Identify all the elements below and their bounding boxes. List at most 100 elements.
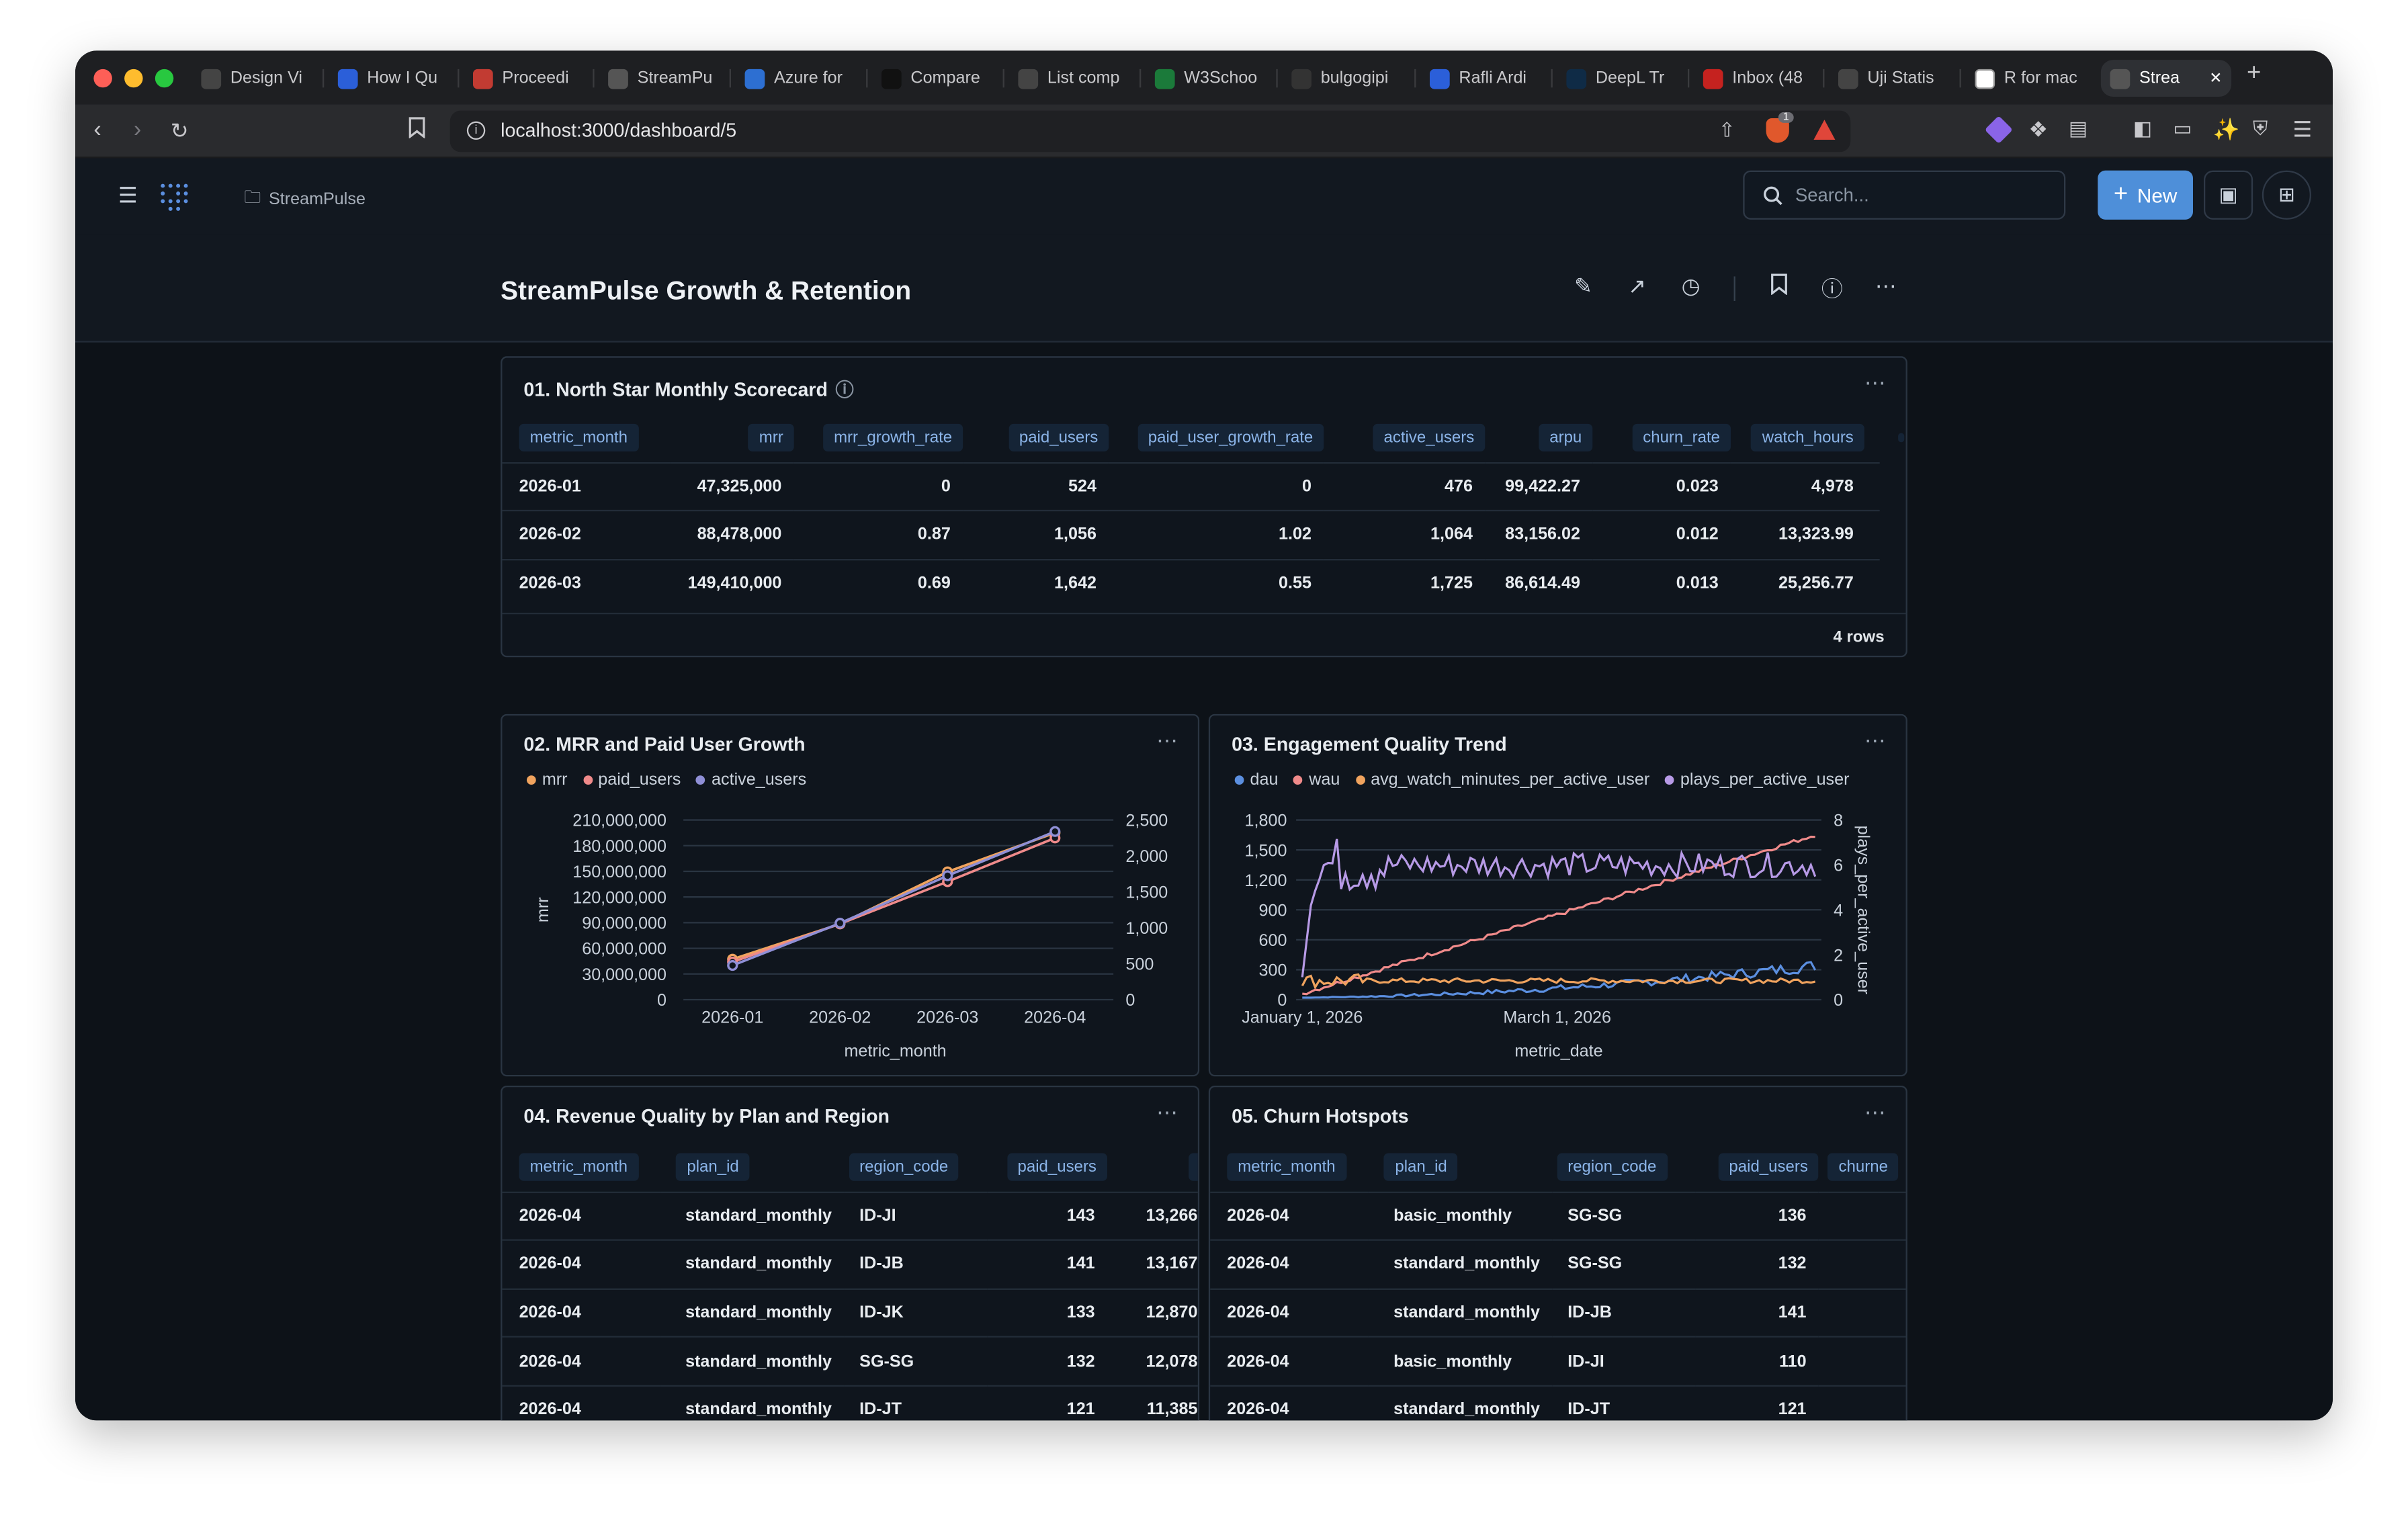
column-header[interactable]: region_code [1557, 1152, 1668, 1181]
browser-tab[interactable]: DeepL Tr [1557, 60, 1683, 97]
table-row[interactable]: 2026-04 standard_monthly SG-SG 132 [1210, 1239, 1906, 1289]
column-header[interactable]: plan_id [1384, 1152, 1458, 1181]
browser-tab[interactable]: How I Qu [329, 60, 454, 97]
brave-rewards-icon[interactable] [1813, 120, 1836, 140]
browser-tab[interactable]: R for mac [1966, 60, 2092, 97]
card-title[interactable]: 01. North Star Monthly Scorecard [523, 378, 828, 400]
sparkle-icon[interactable]: ✨ [2212, 116, 2240, 142]
share-dashboard-icon[interactable]: ↗ [1628, 273, 1646, 298]
card-more-icon[interactable]: ⋯ [1864, 1099, 1888, 1125]
column-header[interactable]: mrr_growth_rate [823, 423, 963, 451]
browser-tab[interactable]: StreamPu [599, 60, 724, 97]
browser-tab[interactable]: W3Schoo [1146, 60, 1271, 97]
browser-tab[interactable]: Inbox (48 [1694, 60, 1819, 97]
info-icon[interactable]: ⓘ [835, 379, 854, 401]
column-header[interactable]: paid_users [1718, 1152, 1819, 1181]
table-row[interactable]: 2026-03 149,410,000 0.69 1,642 0.55 1,725 86,6… [502, 558, 1905, 608]
table-row[interactable]: 2026-04 basic_monthly ID-JI 110 [1210, 1336, 1906, 1386]
browser-tab[interactable]: Design Vi [192, 60, 318, 97]
metabot-icon[interactable]: ▣ [2203, 170, 2253, 220]
bookmark-icon[interactable] [1764, 273, 1792, 300]
info-icon[interactable]: ⓘ [1821, 276, 1843, 301]
browser-tab[interactable]: Uji Statis [1829, 60, 1954, 97]
browser-tab[interactable]: bulgogipi [1283, 60, 1408, 97]
app-logo-icon[interactable] [158, 179, 195, 216]
minimize-window-button[interactable] [124, 69, 143, 88]
wallet-icon[interactable]: ▭ [2173, 116, 2192, 140]
legend-item[interactable]: wau [1293, 771, 1340, 789]
search-input[interactable]: Search... [1743, 170, 2066, 220]
column-header[interactable]: watch_hours [1751, 423, 1864, 451]
breadcrumb-collection[interactable]: 🗀 StreamPulse [244, 184, 366, 213]
legend-item[interactable]: active_users [696, 771, 806, 789]
history-icon[interactable]: ◷ [1681, 273, 1701, 298]
share-icon[interactable]: ⇧ [1718, 118, 1735, 142]
browser-tab[interactable]: Strea ✕ [2100, 60, 2232, 97]
column-header[interactable]: plan_id [676, 1152, 750, 1181]
table-row[interactable]: 2026-02 88,478,000 0.87 1,056 1.02 1,064 83,15… [502, 510, 1905, 560]
column-header[interactable]: metric_month [519, 1152, 638, 1181]
reader-mode-icon[interactable]: ▤ [2068, 116, 2088, 140]
column-header[interactable]: arpu [1539, 423, 1593, 451]
column-header[interactable]: metric_month [519, 423, 638, 451]
sidebar-icon[interactable]: ◧ [2133, 116, 2152, 140]
card-title[interactable]: 05. Churn Hotspots [1232, 1105, 1409, 1127]
legend-item[interactable]: mrr [526, 771, 568, 789]
apps-grid-icon[interactable]: ⊞ [2262, 170, 2311, 220]
legend-item[interactable]: avg_watch_minutes_per_active_user [1355, 771, 1649, 789]
browser-tab[interactable]: Proceedi [464, 60, 589, 97]
column-header[interactable]: m [1189, 1152, 1198, 1181]
table-row[interactable]: 2026-01 47,325,000 0 524 0 476 99,422.27 0.023 4… [502, 461, 1905, 511]
extensions-icon[interactable]: ❖ [2028, 116, 2049, 142]
back-icon[interactable]: ‹ [93, 116, 101, 143]
bookmark-page-icon[interactable] [408, 117, 425, 143]
card-more-icon[interactable]: ⋯ [1864, 370, 1888, 395]
column-header[interactable]: region_code [849, 1152, 959, 1181]
site-info-icon[interactable]: i [466, 121, 486, 140]
browser-tab[interactable]: Rafli Ardi [1420, 60, 1546, 97]
table-row[interactable]: 2026-04 standard_monthly ID-JB 141 [1210, 1288, 1906, 1338]
reload-icon[interactable]: ↻ [170, 118, 189, 143]
menu-icon[interactable]: ☰ [2292, 116, 2313, 142]
column-header[interactable]: paid_users [1006, 1152, 1107, 1181]
browser-tab[interactable]: Azure for [736, 60, 861, 97]
column-header[interactable]: paid_users [1008, 423, 1109, 451]
forward-icon[interactable]: › [133, 116, 142, 143]
more-options-icon[interactable]: ⋯ [1875, 273, 1897, 298]
new-tab-icon[interactable]: + [2246, 60, 2262, 86]
hamburger-icon[interactable]: ☰ [118, 182, 138, 208]
vpn-shield-icon[interactable]: ⛨ [2253, 116, 2268, 140]
table-row[interactable]: 2026-04 basic_monthly SG-SG 136 [1210, 1190, 1906, 1240]
dashboard-title[interactable]: StreamPulse Growth & Retention [501, 276, 912, 306]
address-bar[interactable]: i localhost:3000/dashboard/5 ⇧ 1 [449, 110, 1851, 153]
column-header[interactable]: churne [1828, 1152, 1899, 1181]
column-header[interactable]: paid_user_growth_rate [1137, 423, 1324, 451]
legend-item[interactable]: plays_per_active_user [1665, 771, 1850, 789]
card-more-icon[interactable]: ⋯ [1156, 1099, 1180, 1125]
table-row[interactable]: 2026-04 standard_monthly ID-JT 121 [1210, 1385, 1906, 1421]
legend-item[interactable]: dau [1234, 771, 1279, 789]
column-header[interactable]: churn_rate [1632, 423, 1731, 451]
card-title[interactable]: 03. Engagement Quality Trend [1232, 734, 1507, 756]
browser-tab[interactable]: List comp [1009, 60, 1135, 97]
card-title[interactable]: 04. Revenue Quality by Plan and Region [523, 1105, 890, 1127]
legend-item[interactable]: paid_users [583, 771, 681, 789]
leo-ai-icon[interactable] [1984, 116, 2013, 144]
edit-icon[interactable]: ✎ [1574, 273, 1592, 298]
column-header[interactable]: metric_month [1227, 1152, 1346, 1181]
card-more-icon[interactable]: ⋯ [1864, 728, 1888, 752]
browser-tab[interactable]: Compare [872, 60, 998, 97]
card-more-icon[interactable]: ⋯ [1156, 728, 1180, 752]
column-header[interactable]: mrr [748, 423, 794, 451]
close-window-button[interactable] [93, 69, 112, 88]
new-button[interactable]: + New [2098, 170, 2193, 220]
column-header[interactable]: active_users [1373, 423, 1486, 451]
close-tab-icon[interactable]: ✕ [2209, 69, 2223, 87]
maximize-window-button[interactable] [155, 69, 174, 88]
card-title[interactable]: 02. MRR and Paid User Growth [523, 734, 806, 756]
